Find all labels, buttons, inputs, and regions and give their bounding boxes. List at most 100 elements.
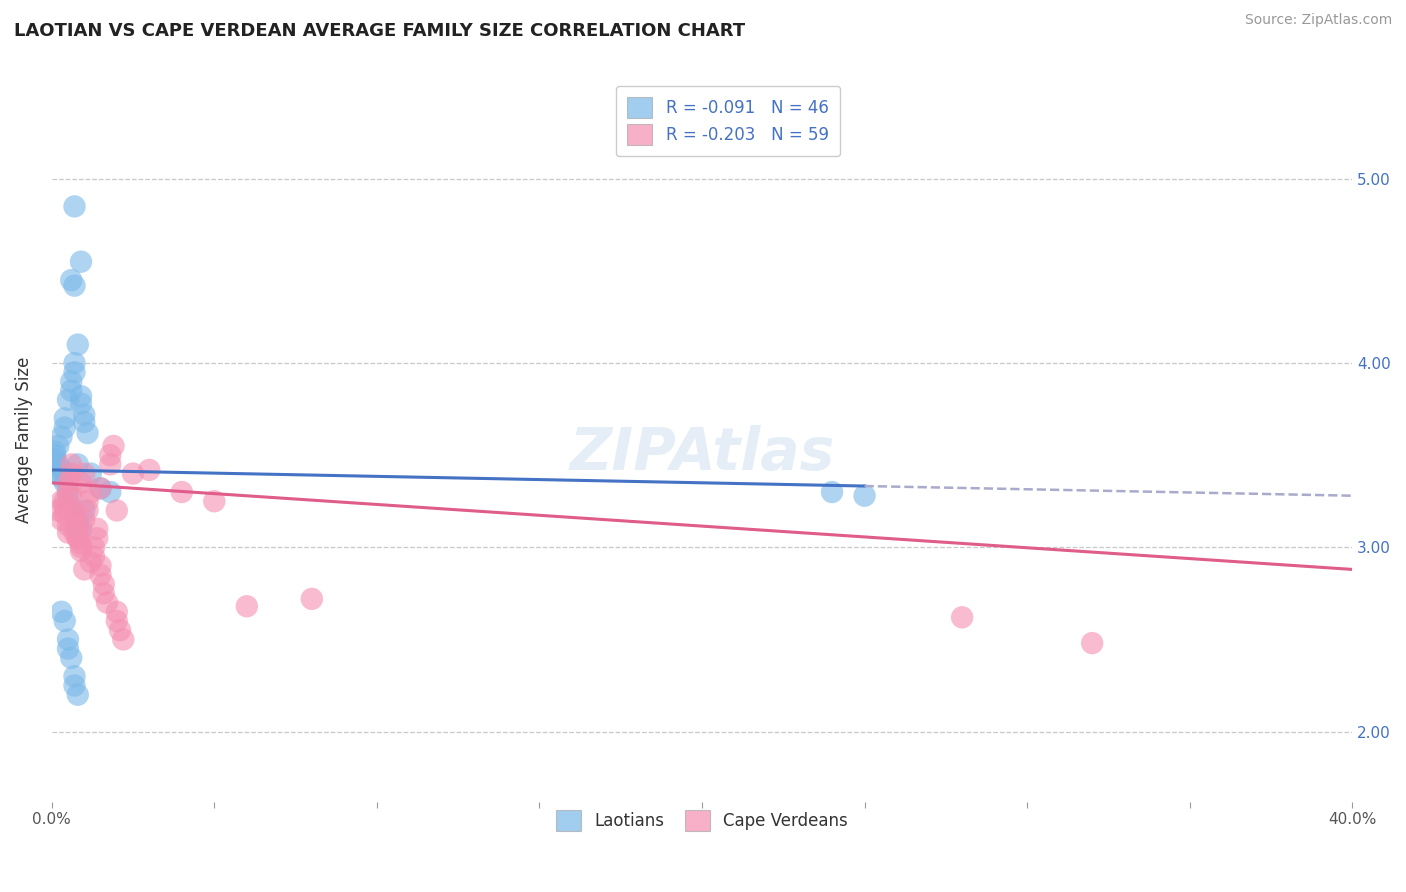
Point [80, 467, 103, 481]
Point [53, 614, 76, 628]
Point [66, 337, 89, 351]
Text: LAOTIAN VS CAPE VERDEAN AVERAGE FAMILY SIZE CORRELATION CHART: LAOTIAN VS CAPE VERDEAN AVERAGE FAMILY S… [14, 22, 745, 40]
Point [301, 591, 323, 606]
Point [76, 425, 98, 440]
Point [66, 531, 89, 545]
Point [73, 562, 96, 576]
Point [70, 475, 93, 490]
Point [60, 458, 83, 472]
Point [63, 669, 86, 683]
Point [51, 513, 73, 527]
Point [63, 678, 86, 692]
Point [56, 475, 79, 490]
Point [98, 458, 121, 472]
Point [950, 610, 973, 624]
Point [105, 614, 128, 628]
Point [86, 531, 108, 545]
Point [73, 513, 96, 527]
Point [66, 531, 89, 545]
Point [66, 522, 89, 536]
Point [70, 544, 93, 558]
Legend: Laotians, Cape Verdeans: Laotians, Cape Verdeans [543, 797, 860, 844]
Point [83, 549, 105, 564]
Point [63, 513, 86, 527]
Point [44, 451, 66, 466]
Point [63, 199, 86, 213]
Point [46, 439, 69, 453]
Point [73, 467, 96, 481]
Point [89, 558, 111, 573]
Point [56, 485, 79, 500]
Point [56, 392, 79, 407]
Point [44, 448, 66, 462]
Point [51, 430, 73, 444]
Point [60, 651, 83, 665]
Point [66, 518, 89, 533]
Point [63, 507, 86, 521]
Text: Source: ZipAtlas.com: Source: ZipAtlas.com [1244, 13, 1392, 28]
Point [60, 384, 83, 398]
Point [86, 522, 108, 536]
Point [53, 500, 76, 514]
Point [53, 494, 76, 508]
Point [89, 568, 111, 582]
Point [70, 536, 93, 550]
Point [70, 522, 93, 536]
Point [60, 467, 83, 481]
Point [44, 444, 66, 458]
Point [60, 273, 83, 287]
Point [63, 278, 86, 293]
Point [70, 396, 93, 410]
Y-axis label: Average Family Size: Average Family Size [15, 356, 32, 523]
Point [46, 503, 69, 517]
Point [80, 485, 103, 500]
Point [56, 518, 79, 533]
Point [56, 632, 79, 647]
Point [93, 577, 115, 591]
Point [89, 481, 111, 495]
Point [53, 411, 76, 425]
Point [66, 688, 89, 702]
Point [63, 365, 86, 379]
Point [56, 485, 79, 500]
Point [60, 475, 83, 490]
Point [821, 485, 844, 500]
Point [80, 555, 103, 569]
Point [56, 525, 79, 540]
Text: ZIPAtlas: ZIPAtlas [569, 425, 835, 483]
Point [105, 503, 128, 517]
Point [138, 463, 160, 477]
Point [236, 599, 259, 614]
Point [83, 541, 105, 555]
Point [66, 513, 89, 527]
Point [46, 467, 69, 481]
Point [89, 481, 111, 495]
Point [53, 420, 76, 434]
Point [60, 375, 83, 389]
Point [51, 463, 73, 477]
Point [73, 503, 96, 517]
Point [73, 408, 96, 422]
Point [51, 494, 73, 508]
Point [56, 641, 79, 656]
Point [66, 458, 89, 472]
Point [70, 254, 93, 268]
Point [73, 415, 96, 429]
Point [122, 467, 145, 481]
Point [76, 494, 98, 508]
Point [63, 525, 86, 540]
Point [63, 503, 86, 517]
Point [202, 494, 225, 508]
Point [76, 503, 98, 517]
Point [103, 439, 125, 453]
Point [60, 489, 83, 503]
Point [108, 624, 131, 638]
Point [51, 470, 73, 484]
Point [51, 605, 73, 619]
Point [63, 356, 86, 370]
Point [112, 632, 135, 647]
Point [170, 485, 193, 500]
Point [98, 485, 121, 500]
Point [1081, 636, 1104, 650]
Point [56, 494, 79, 508]
